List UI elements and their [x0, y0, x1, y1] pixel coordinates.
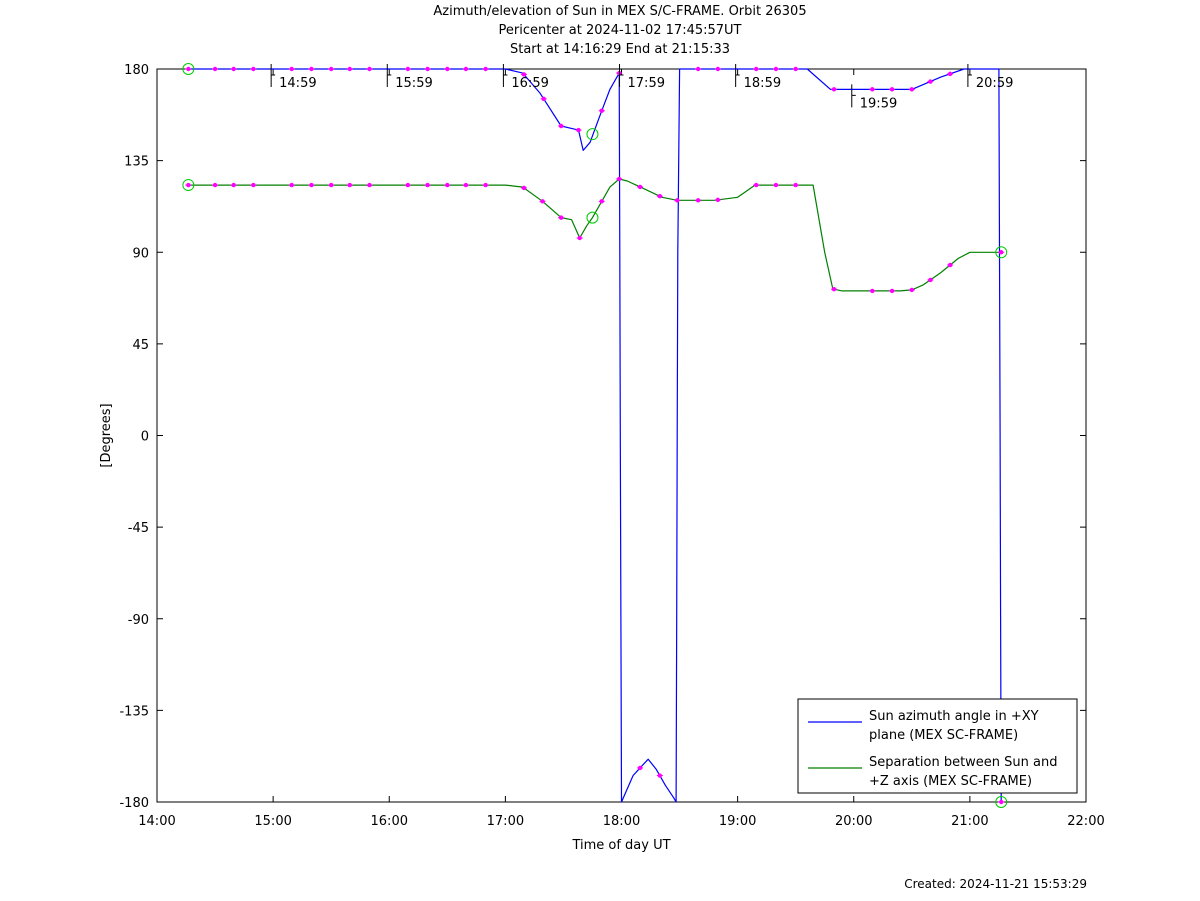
legend-label-separation: +Z axis (MEX SC-FRAME): [869, 774, 1032, 789]
hour-marker-label: 18:59: [744, 76, 781, 91]
x-tick-label: 19:00: [719, 814, 756, 829]
start-end-circle: [182, 63, 195, 75]
hour-marker-label: 15:59: [395, 76, 432, 91]
chart-subtitle-start-end: Start at 14:16:29 End at 21:15:33: [509, 42, 731, 57]
hour-marker-label: 17:59: [628, 76, 665, 91]
start-end-circle: [586, 128, 599, 141]
y-tick-label: 90: [132, 246, 149, 261]
hour-marker-label: 16:59: [511, 76, 548, 91]
created-timestamp: Created: 2024-11-21 15:53:29: [904, 877, 1087, 891]
y-tick-label: -180: [119, 796, 149, 811]
y-tick-label: 180: [124, 63, 149, 78]
legend-box: [797, 698, 1078, 794]
y-axis-label: [Degrees]: [99, 403, 114, 467]
y-tick-label: 135: [124, 155, 149, 170]
y-tick-label: -90: [128, 613, 149, 628]
series-line-separation: [188, 178, 1002, 292]
y-tick-label: 45: [132, 338, 149, 353]
series-line-azimuth: [188, 68, 1002, 803]
legend-label-separation: Separation between Sun and: [869, 755, 1057, 770]
start-end-circle: [182, 179, 195, 192]
x-tick-label: 16:00: [371, 814, 408, 829]
start-end-circle: [586, 211, 599, 224]
start-end-circle: [995, 246, 1008, 259]
hour-marker-label: 19:59: [860, 96, 897, 111]
x-tick-label: 20:00: [835, 814, 872, 829]
y-tick-label: -135: [119, 704, 149, 719]
legend-label-azimuth: plane (MEX SC-FRAME): [869, 728, 1018, 743]
chart-title: Azimuth/elevation of Sun in MEX S/C-FRAM…: [433, 4, 807, 19]
y-tick-label: -45: [128, 521, 149, 536]
chart-subtitle-pericenter: Pericenter at 2024-11-02 17:45:57UT: [498, 23, 742, 38]
x-tick-label: 18:00: [603, 814, 640, 829]
x-tick-label: 22:00: [1067, 814, 1104, 829]
x-tick-label: 21:00: [951, 814, 988, 829]
hour-marker-label: 14:59: [279, 76, 316, 91]
x-tick-label: 17:00: [487, 814, 524, 829]
x-axis-label: Time of day UT: [571, 838, 670, 853]
hour-marker-label: 20:59: [976, 76, 1013, 91]
legend-label-azimuth: Sun azimuth angle in +XY: [869, 709, 1039, 724]
start-end-circle: [995, 796, 1008, 808]
x-tick-label: 15:00: [254, 814, 291, 829]
plot-area: 14:00 15:00 16:00 17:00 18:00 19:00 20:00 21:00…: [99, 63, 1105, 853]
x-tick-label: 14:00: [138, 814, 175, 829]
y-tick-label: 0: [141, 430, 149, 445]
